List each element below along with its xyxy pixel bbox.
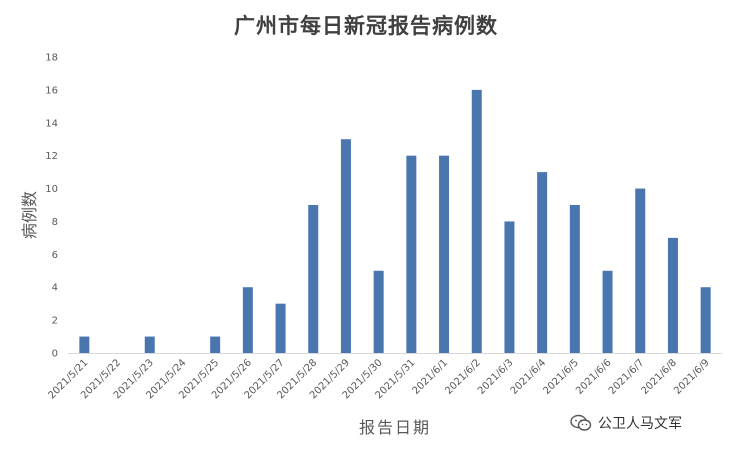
- bar: [242, 287, 253, 353]
- bar: [340, 139, 351, 353]
- bar: [406, 155, 417, 353]
- y-tick-label: 6: [52, 250, 58, 261]
- bar: [667, 237, 678, 353]
- x-axis-ticks: 2021/5/212021/5/222021/5/232021/5/242021…: [46, 357, 711, 401]
- x-axis-label: 报告日期: [358, 418, 431, 437]
- bar: [602, 270, 613, 353]
- bar: [504, 221, 515, 353]
- y-tick-label: 18: [45, 53, 58, 64]
- bar: [210, 336, 221, 353]
- y-tick-label: 0: [52, 349, 58, 360]
- x-tick-label: 2021/6/9: [672, 357, 712, 397]
- bar: [700, 287, 711, 353]
- bar: [635, 188, 646, 353]
- bar: [308, 205, 319, 353]
- y-tick-label: 16: [45, 85, 58, 96]
- y-tick-label: 14: [45, 118, 58, 129]
- bar: [439, 155, 450, 353]
- bar: [471, 89, 482, 353]
- bar: [537, 172, 548, 353]
- y-tick-label: 12: [45, 151, 58, 162]
- bar: [79, 336, 90, 353]
- chart-title: 广州市每日新冠报告病例数: [234, 13, 498, 38]
- bar: [373, 270, 384, 353]
- y-tick-label: 4: [52, 283, 58, 294]
- y-tick-label: 2: [52, 316, 58, 327]
- wechat-icon: [570, 414, 592, 431]
- bar: [275, 303, 286, 353]
- watermark: 公卫人马文军: [570, 412, 682, 434]
- y-tick-label: 10: [45, 184, 58, 195]
- bar: [144, 336, 155, 353]
- watermark-text: 公卫人马文军: [598, 416, 682, 432]
- y-tick-label: 8: [52, 217, 58, 228]
- y-axis-ticks: 0 2 4 6 8 10 12 14 16 18: [45, 53, 58, 360]
- bar-series: [79, 89, 711, 353]
- bar: [569, 205, 580, 353]
